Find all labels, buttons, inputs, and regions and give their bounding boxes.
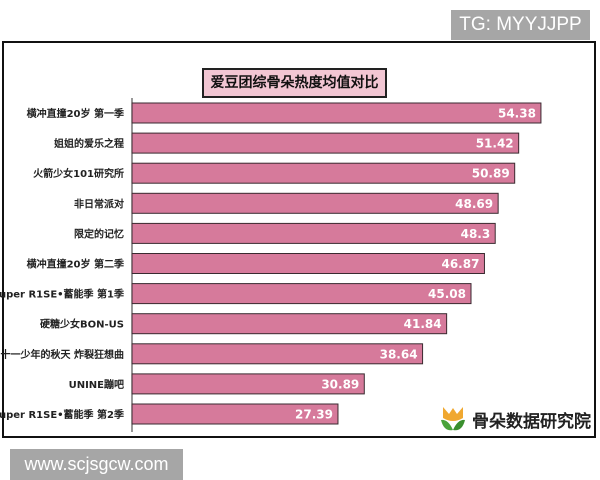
category-label: 横冲直撞20岁 第一季 — [27, 107, 125, 120]
bar — [131, 222, 496, 244]
category-label: Super R1SE•蓄能季 第2季 — [0, 408, 125, 421]
value-label: 46.87 — [441, 257, 479, 271]
watermark-url: www.scjsgcw.com — [10, 449, 183, 480]
bar — [131, 313, 448, 335]
bar — [131, 192, 499, 214]
chart-title: 爱豆团综骨朵热度均值对比 — [202, 68, 387, 98]
category-label: 硬糖少女BON-US — [40, 318, 124, 331]
logo: 骨朵数据研究院 — [438, 404, 591, 434]
value-label: 45.08 — [428, 287, 466, 301]
category-label: 限定的记忆 — [74, 227, 124, 240]
value-label: 27.39 — [295, 408, 333, 422]
bar — [131, 403, 339, 425]
category-label: 十一少年的秋天 炸裂狂想曲 — [1, 348, 124, 361]
tulip-logo-icon — [441, 407, 465, 431]
bar — [131, 373, 365, 395]
category-label: 火箭少女101研究所 — [33, 167, 124, 180]
value-label: 48.3 — [461, 227, 491, 241]
bar — [131, 253, 485, 274]
bar — [131, 283, 472, 305]
category-label: 姐姐的爱乐之程 — [54, 137, 124, 150]
value-label: 38.64 — [380, 347, 418, 361]
category-label: 横冲直撞20岁 第二季 — [27, 258, 125, 271]
value-label: 30.89 — [321, 377, 359, 391]
bar — [131, 102, 542, 124]
value-label: 41.84 — [404, 317, 442, 331]
value-label: 54.38 — [498, 107, 536, 121]
value-label: 51.42 — [476, 137, 514, 151]
category-label: 非日常派对 — [74, 197, 124, 210]
bar — [131, 343, 424, 365]
category-label: UNINE蹦吧 — [69, 378, 124, 391]
bar — [131, 162, 516, 184]
value-label: 50.89 — [472, 167, 510, 181]
watermark-tg: TG: MYYJJPP — [451, 10, 590, 40]
value-label: 48.69 — [455, 197, 493, 211]
bar — [131, 132, 520, 154]
category-label: Super R1SE•蓄能季 第1季 — [0, 288, 125, 301]
logo-text: 骨朵数据研究院 — [472, 411, 591, 432]
